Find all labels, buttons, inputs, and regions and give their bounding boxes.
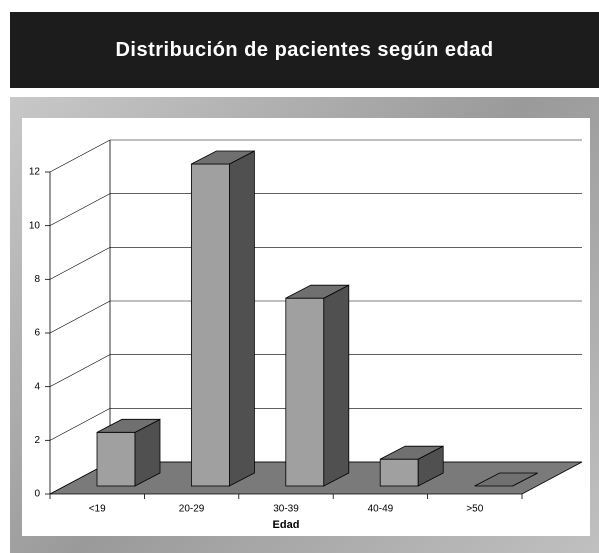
y-tick-label: 10 [29,220,41,231]
bar-side [323,284,350,487]
y-tick-label: 12 [29,167,41,178]
x-tick-label: <19 [89,504,106,515]
bar-front [379,458,419,487]
chart-title: Distribución de pacientes según edad [10,12,599,88]
x-axis-label: Edad [273,519,300,531]
y-tick-label: 0 [34,489,40,500]
x-tick-label: 40-49 [368,504,394,515]
bar-front [190,163,230,487]
bar-front [285,297,325,487]
y-tick-label: 6 [34,328,40,339]
grid-line [49,247,111,280]
x-tick-label: 20-29 [179,504,205,515]
grid-line [49,354,111,387]
bar-top [380,445,444,460]
grid-line [49,300,111,334]
grid-line [49,139,111,173]
bar-front [96,431,136,487]
grid-line [49,408,111,441]
bar-side [228,150,255,487]
x-tick-label: >50 [466,504,483,515]
grid-line [49,193,111,226]
y-tick-label: 2 [34,435,40,446]
x-tick-label: 30-39 [273,504,299,515]
bar-top [191,150,255,165]
y-tick-label: 8 [34,274,40,285]
bar-top [285,284,349,299]
y-tick-label: 4 [34,381,40,392]
bar-top [96,418,161,433]
bar-top [474,472,538,487]
